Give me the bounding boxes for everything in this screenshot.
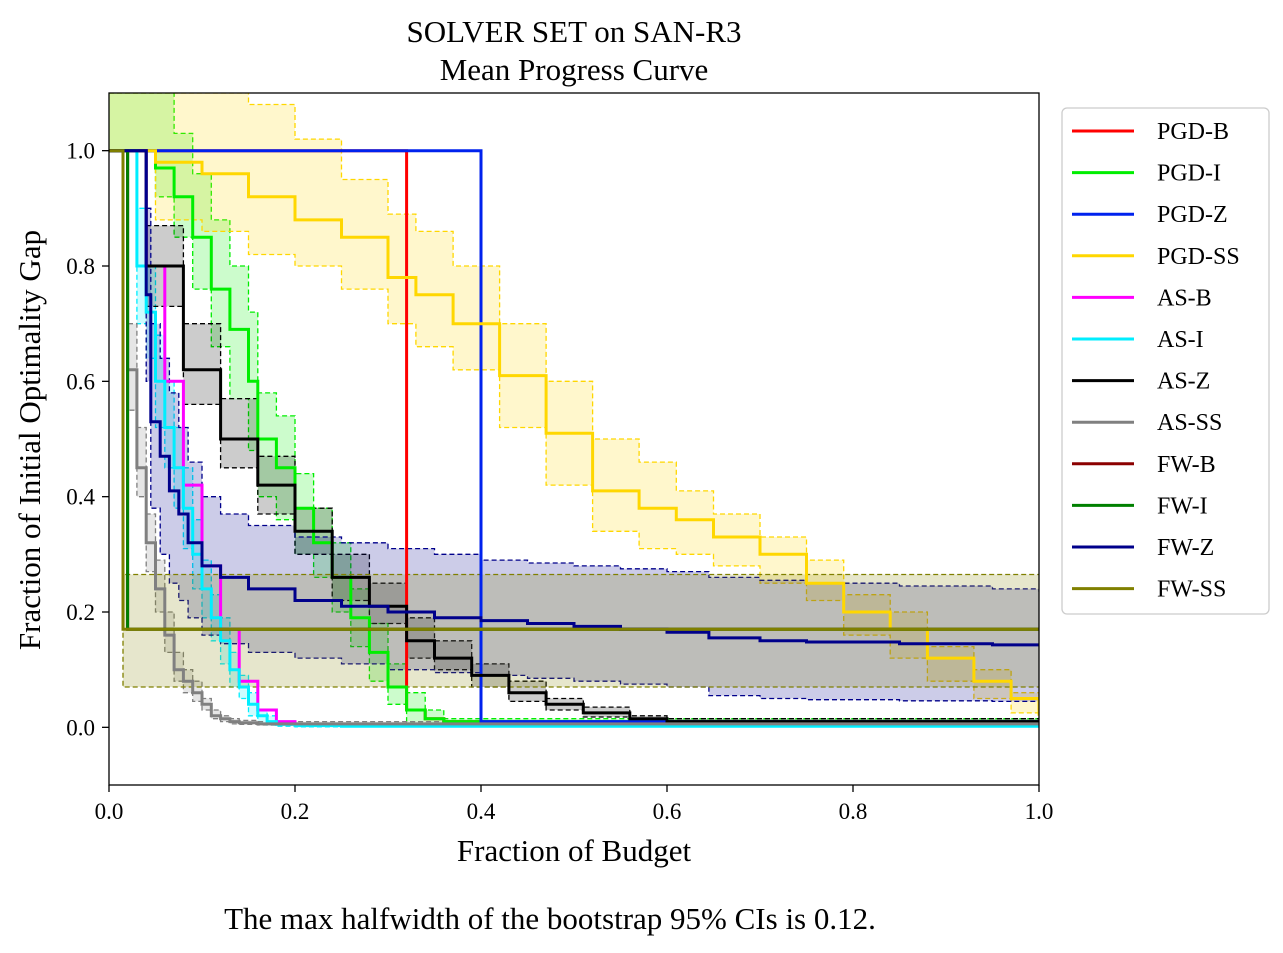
ci-upper-fw-z: [109, 150, 1039, 592]
series-line-fw-ss: [109, 149, 1039, 631]
series-lines: [109, 149, 1039, 728]
ci-caption: The max halfwidth of the bootstrap 95% C…: [224, 901, 876, 936]
ci-upper-as-i: [109, 150, 1039, 726]
y-axis-label: Fraction of Initial Optimality Gap: [12, 230, 47, 650]
x-tick-label: 0.0: [95, 799, 124, 824]
ci-band-pgd-i: [109, 93, 1039, 725]
y-tick-label: 0.0: [66, 715, 95, 740]
ci-upper-pgd-ss: [109, 93, 1039, 710]
legend-label-as-z: AS-Z: [1157, 369, 1210, 395]
y-tick-label: 0.8: [66, 254, 95, 279]
x-axis: 0.0 0.2 0.4 0.6 0.8 1.0: [95, 785, 1054, 824]
chart-subtitle: Mean Progress Curve: [440, 52, 709, 87]
legend-label-as-ss: AS-SS: [1157, 410, 1222, 436]
x-tick-label: 0.8: [839, 799, 868, 824]
y-tick-label: 0.2: [66, 600, 95, 625]
legend-label-pgd-ss: PGD-SS: [1157, 244, 1240, 270]
x-tick-label: 0.4: [467, 799, 496, 824]
y-tick-label: 1.0: [66, 139, 95, 164]
chart-title: SOLVER SET on SAN-R3: [406, 14, 741, 49]
series-line-as-i: [109, 149, 1039, 728]
y-tick-label: 0.4: [66, 485, 95, 510]
ci-upper-as-ss: [109, 150, 1039, 723]
legend: PGD-B PGD-I PGD-Z PGD-SS AS-B AS-I AS-Z AS-SS FW…: [1061, 107, 1270, 615]
legend-label-pgd-i: PGD-I: [1157, 161, 1221, 187]
legend-label-pgd-b: PGD-B: [1157, 119, 1229, 145]
x-tick-label: 1.0: [1025, 799, 1054, 824]
series-line-as-b: [109, 149, 1039, 726]
ci-band-fw-z: [109, 150, 1039, 702]
y-tick-label: 0.6: [66, 369, 95, 394]
series-line-as-z: [109, 149, 1039, 724]
ci-band-as-z: [109, 150, 1039, 725]
legend-label-fw-b: FW-B: [1157, 452, 1216, 478]
x-tick-label: 0.2: [281, 799, 310, 824]
legend-label-as-i: AS-I: [1157, 327, 1204, 353]
legend-label-as-b: AS-B: [1157, 285, 1212, 311]
legend-label-fw-ss: FW-SS: [1157, 577, 1226, 603]
y-axis: 0.0 0.2 0.4 0.6 0.8 1.0: [66, 139, 109, 740]
legend-label-pgd-z: PGD-Z: [1157, 202, 1228, 228]
legend-label-fw-i: FW-I: [1157, 493, 1208, 519]
ci-band-fw-ss: [109, 150, 1039, 687]
series-line-fw-z: [109, 149, 1039, 647]
plot-frame: [108, 92, 1040, 786]
legend-label-fw-z: FW-Z: [1157, 535, 1214, 561]
series-line-as-ss: [109, 149, 1039, 726]
x-tick-label: 0.6: [653, 799, 682, 824]
x-axis-label: Fraction of Budget: [457, 833, 692, 868]
legend-frame: [1061, 107, 1270, 615]
ci-lower-pgd-ss: [109, 150, 1039, 722]
